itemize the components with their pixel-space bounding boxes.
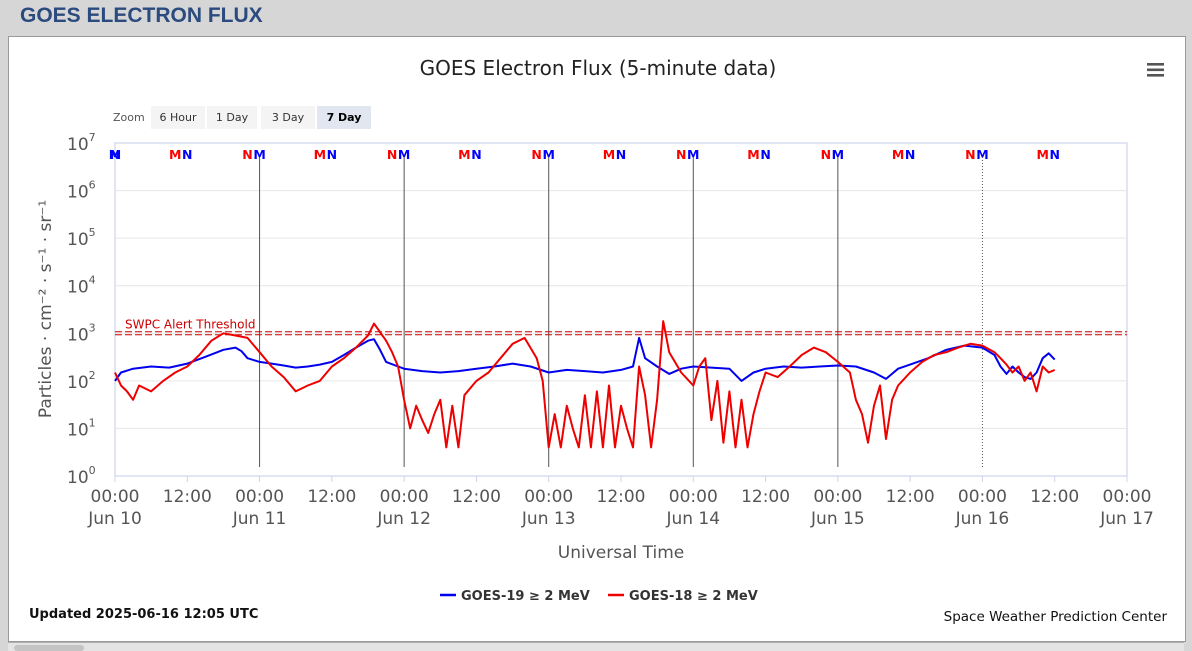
y-tick-label: 105 [67, 226, 96, 250]
zoom-button-1day[interactable]: 1 Day [207, 106, 257, 129]
mn-marker: N [905, 147, 915, 162]
updated-timestamp: Updated 2025-06-16 12:05 UTC [29, 607, 258, 622]
zoom-button-3day[interactable]: 3 Day [261, 106, 315, 129]
mn-marker: N [327, 147, 337, 162]
threshold: SWPC Alert Threshold [115, 317, 1127, 336]
zoom-button-label: 6 Hour [160, 111, 197, 124]
x-tick-label-time: 12:00 [886, 487, 935, 507]
series-lines [114, 320, 1056, 449]
mn-marker: N [616, 147, 626, 162]
x-tick-label-time: 12:00 [597, 487, 646, 507]
series-line-goes19 [114, 336, 1056, 382]
mn-marker: N [821, 147, 831, 162]
zoom-button-label: 1 Day [216, 111, 249, 124]
grid [115, 190, 1127, 429]
x-tick-label-time: 12:00 [163, 487, 212, 507]
threshold-label: SWPC Alert Threshold [125, 317, 255, 331]
mn-marker: M [1036, 147, 1048, 162]
legend-label: GOES-19 ≥ 2 MeV [461, 589, 590, 604]
y-tick-label: 104 [67, 274, 96, 298]
mn-marker: M [398, 147, 410, 162]
x-tick-label-time: 00:00 [1103, 487, 1152, 507]
y-tick-label: 103 [67, 321, 96, 345]
x-tick-label-time: 00:00 [669, 487, 718, 507]
day-lines [259, 157, 983, 467]
page-title: GOES ELECTRON FLUX [20, 4, 263, 27]
y-tick-labels: 100 101 102 103 104 105 106 107 [67, 131, 96, 488]
mn-marker: N [965, 147, 975, 162]
x-tick-label-time: 00:00 [524, 487, 573, 507]
chart-title: GOES Electron Flux (5-minute data) [420, 56, 777, 80]
mn-marker: N [760, 147, 770, 162]
mn-marker: M [109, 147, 121, 162]
x-tick-label-time: 00:00 [380, 487, 429, 507]
bottom-scrollbar[interactable] [8, 642, 1184, 651]
hamburger-menu-icon[interactable] [1145, 61, 1167, 81]
plot-area-border [114, 142, 1128, 477]
mn-marker: M [542, 147, 554, 162]
x-tick-label-date: Jun 14 [665, 509, 720, 529]
x-tick-label-time: 00:00 [235, 487, 284, 507]
zoom-button-6hour[interactable]: 6 Hour [151, 106, 205, 129]
x-tick-label-time: 00:00 [813, 487, 862, 507]
chart-panel: GOES Electron Flux (5-minute data) Zoom … [8, 36, 1186, 642]
y-tick-label: 101 [67, 416, 96, 440]
zoom-button-label: 3 Day [272, 111, 305, 124]
mn-marker: M [747, 147, 759, 162]
mn-markers: NM M N N M M N N M M N N M M N N M M N N M M N N M M N [109, 147, 1060, 162]
electron-flux-chart: GOES Electron Flux (5-minute data) Zoom … [29, 56, 1168, 625]
y-tick-label: 106 [67, 179, 96, 203]
mn-marker: M [458, 147, 470, 162]
x-tick-label-date: Jun 12 [376, 509, 431, 529]
x-tick-label-date: Jun 15 [810, 509, 865, 529]
mn-marker: N [676, 147, 686, 162]
mn-marker: M [169, 147, 181, 162]
mn-marker: M [253, 147, 265, 162]
mn-marker: M [687, 147, 699, 162]
x-tick-label-date: Jun 17 [1099, 509, 1154, 529]
x-tick-label-time: 12:00 [1030, 487, 1079, 507]
y-tick-label: 107 [67, 131, 96, 155]
y-tick-label: 102 [67, 369, 96, 393]
x-tick-label-time: 12:00 [741, 487, 790, 507]
legend: GOES-19 ≥ 2 MeV GOES-18 ≥ 2 MeV [440, 589, 758, 604]
mn-marker: N [1049, 147, 1059, 162]
mn-marker: N [387, 147, 397, 162]
x-tick-label-time: 00:00 [958, 487, 1007, 507]
mn-marker: M [832, 147, 844, 162]
mn-marker: N [471, 147, 481, 162]
x-tick-label-date: Jun 10 [87, 509, 142, 529]
credit-text: Space Weather Prediction Center [944, 609, 1168, 625]
scrollbar-thumb[interactable] [14, 645, 84, 651]
series-line-goes18 [114, 320, 1056, 449]
x-tick-label-time: 12:00 [452, 487, 501, 507]
x-tick-label-date: Jun 16 [955, 509, 1010, 529]
legend-label: GOES-18 ≥ 2 MeV [629, 589, 758, 604]
y-tick-label: 100 [67, 464, 96, 488]
x-tick-label-date: Jun 13 [521, 509, 576, 529]
y-axis-label: Particles · cm⁻² · s⁻¹ · sr⁻¹ [36, 200, 56, 418]
zoom-button-7day[interactable]: 7 Day [317, 106, 371, 129]
x-tick-label-time: 00:00 [91, 487, 140, 507]
mn-marker: M [603, 147, 615, 162]
mn-marker: N [531, 147, 541, 162]
x-axis-label: Universal Time [558, 543, 684, 563]
mn-marker: M [314, 147, 326, 162]
x-tick-label-date: Jun 11 [232, 509, 287, 529]
zoom-label: Zoom [113, 111, 145, 124]
mn-marker: N [182, 147, 192, 162]
x-tick-label-time: 12:00 [307, 487, 356, 507]
mn-marker: M [892, 147, 904, 162]
mn-marker: N [110, 147, 120, 162]
mn-marker: M [976, 147, 988, 162]
zoom-button-label: 7 Day [327, 111, 362, 124]
mn-marker: N [242, 147, 252, 162]
